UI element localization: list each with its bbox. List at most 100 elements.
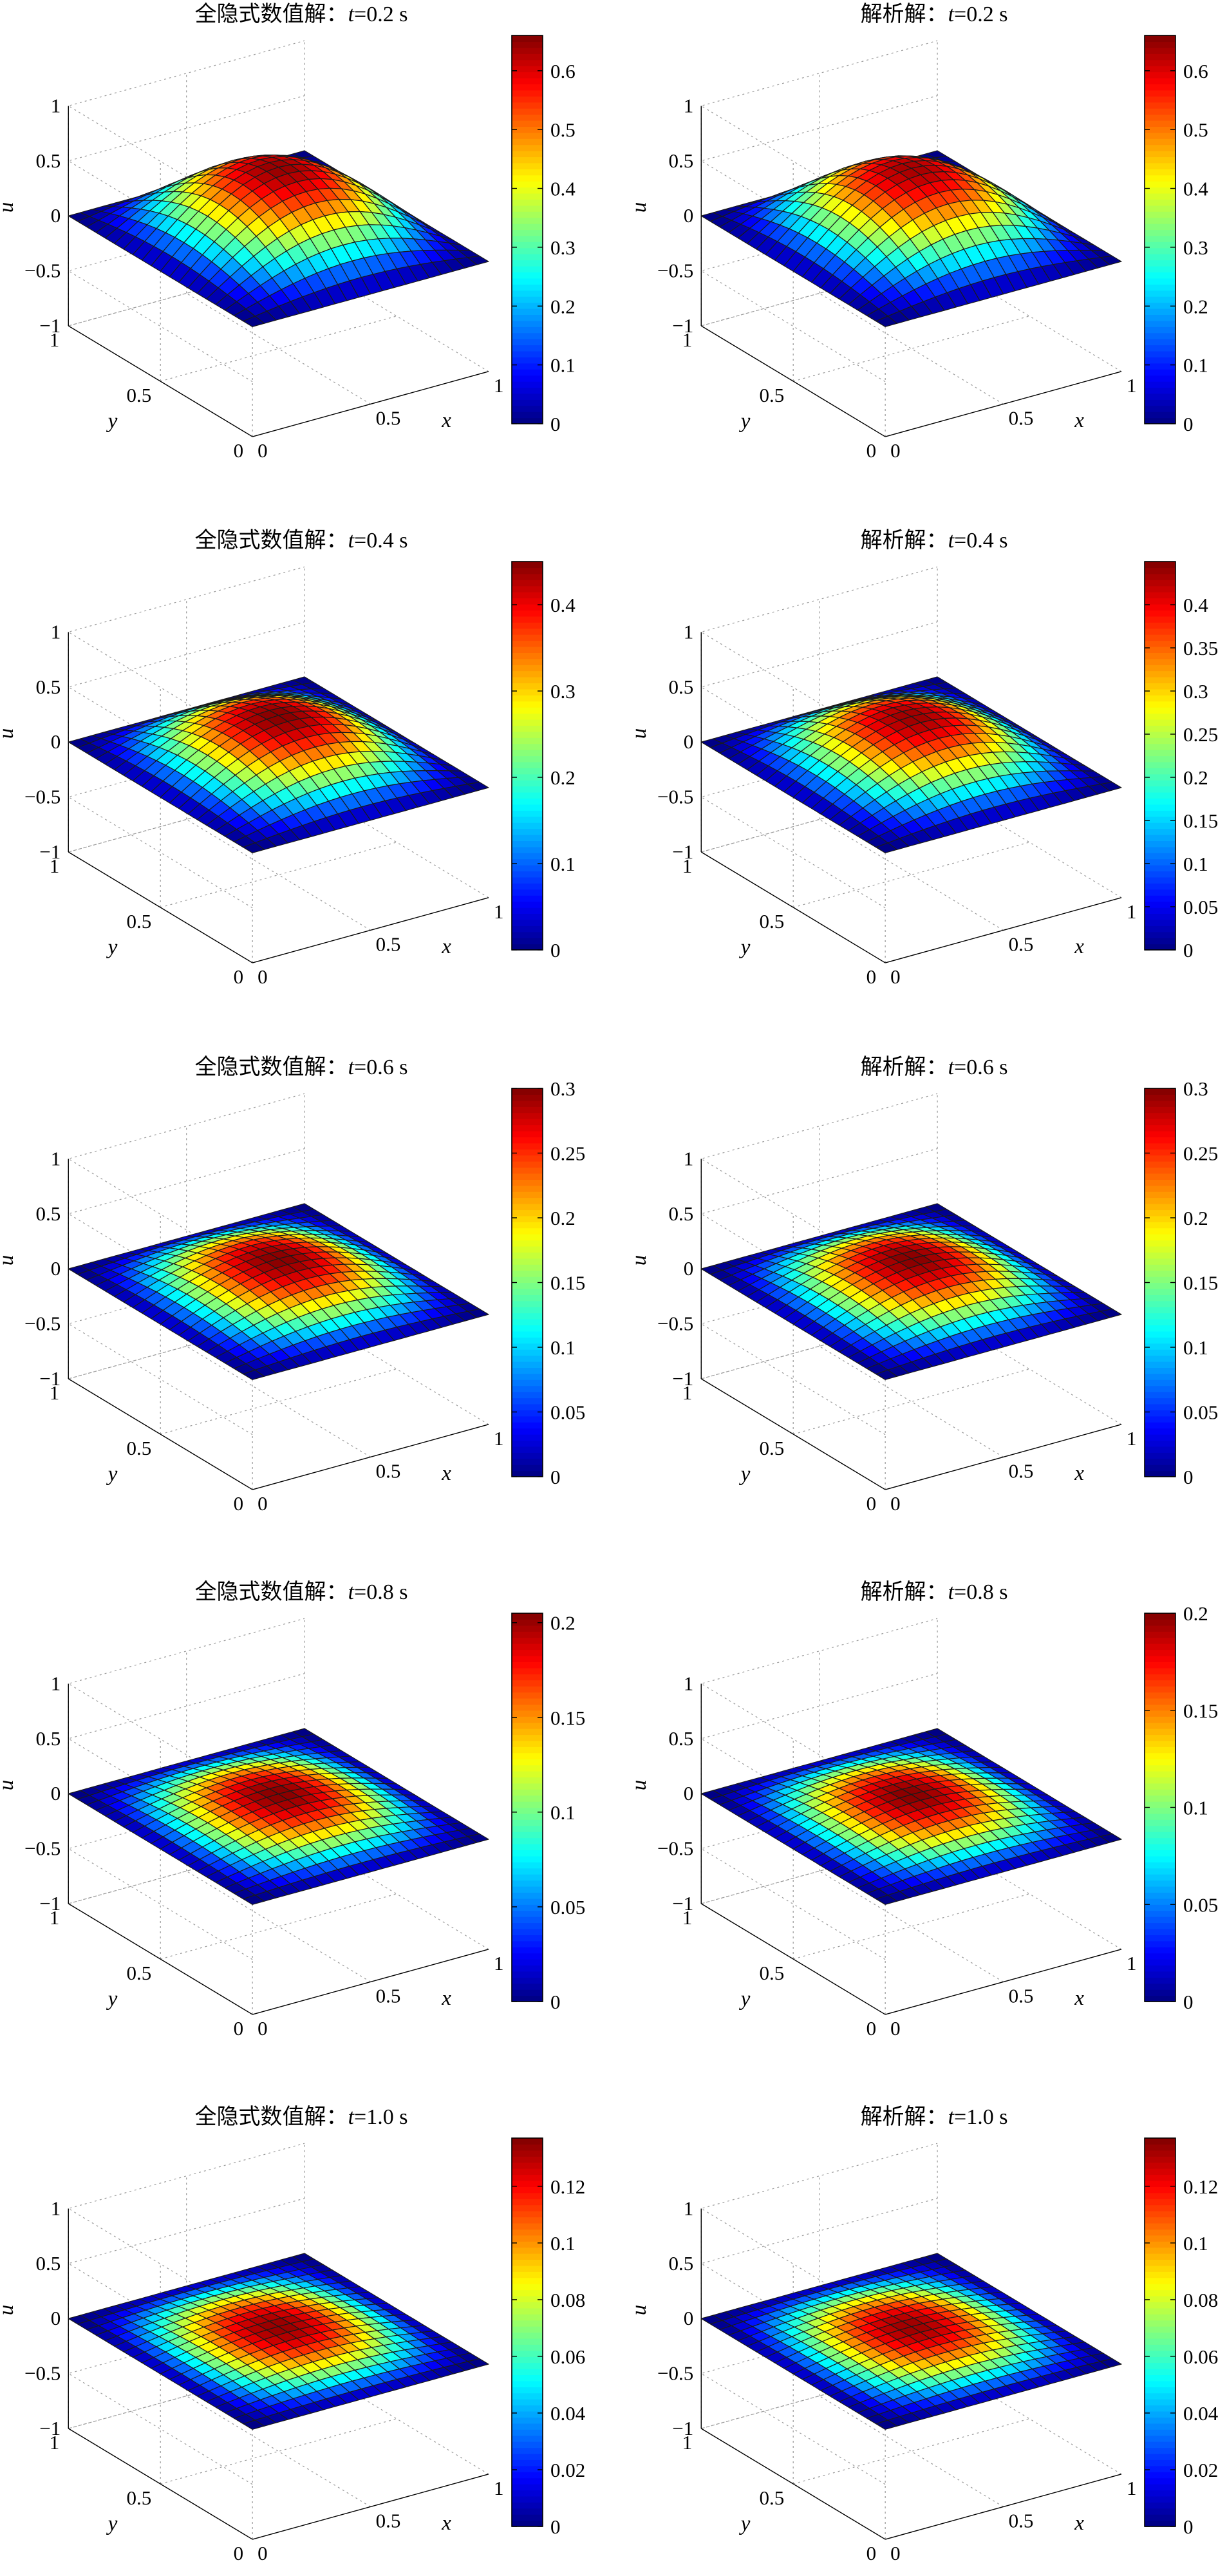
- colorbar-segment: [1145, 1680, 1175, 1687]
- colorbar-segment: [1145, 84, 1175, 91]
- x-axis-label: x: [441, 935, 451, 958]
- colorbar-tick-label: 0.15: [550, 1272, 585, 1294]
- colorbar-segment: [1145, 562, 1175, 569]
- colorbar-segment: [512, 211, 543, 218]
- title-suffix: =0.2 s: [354, 3, 407, 26]
- colorbar-segment: [512, 840, 543, 848]
- colorbar-segment: [1145, 1100, 1175, 1107]
- colorbar-segment: [1145, 350, 1175, 357]
- colorbar-segment: [1145, 713, 1175, 720]
- colorbar-segment: [512, 1428, 543, 1435]
- panel-title: 全隐式数值解：t=0.4 s: [195, 528, 408, 553]
- colorbar-segment: [1145, 1674, 1175, 1681]
- colorbar-segment: [1145, 925, 1175, 933]
- colorbar-segment: [512, 1112, 543, 1119]
- colorbar-segment: [512, 2459, 543, 2467]
- colorbar-segment: [512, 1142, 543, 1150]
- panel-title: 解析解：t=0.6 s: [861, 1055, 1008, 1079]
- z-tick-label: −0.5: [24, 2362, 61, 2385]
- colorbar-segment: [512, 2253, 543, 2260]
- colorbar-segment: [512, 871, 543, 878]
- colorbar-segment: [512, 314, 543, 321]
- colorbar-segment: [512, 308, 543, 315]
- colorbar-segment: [1145, 1752, 1175, 1759]
- colorbar-segment: [1145, 580, 1175, 587]
- z-tick-label: 0.5: [669, 1727, 694, 1750]
- surface-cell: [876, 842, 898, 853]
- colorbar-segment: [1145, 719, 1175, 726]
- colorbar-segment: [512, 853, 543, 860]
- colorbar-segment: [512, 846, 543, 853]
- colorbar-segment: [1145, 1716, 1175, 1723]
- colorbar-segment: [512, 151, 543, 158]
- z-tick-label: 1: [684, 1147, 694, 1170]
- y-axis-line: [700, 851, 886, 963]
- colorbar-segment: [1145, 1886, 1175, 1893]
- colorbar-segment: [512, 889, 543, 896]
- colorbar-segment: [512, 1227, 543, 1235]
- colorbar-segment: [1145, 1935, 1175, 1942]
- colorbar-tick-label: 0.15: [550, 1707, 585, 1729]
- colorbar-segment: [1145, 677, 1175, 684]
- colorbar-segment: [1145, 1662, 1175, 1669]
- colorbar-segment: [1145, 1422, 1175, 1429]
- colorbar-segment: [512, 205, 543, 212]
- x-axis-label: x: [441, 2512, 451, 2535]
- colorbar-segment: [512, 1935, 543, 1942]
- colorbar-segment: [512, 2235, 543, 2242]
- colorbar-segment: [512, 592, 543, 599]
- colorbar-tick-label: 0: [1183, 1991, 1194, 2013]
- colorbar-segment: [512, 327, 543, 334]
- colorbar-tick-label: 0: [550, 939, 561, 961]
- colorbar-segment: [1145, 278, 1175, 285]
- colorbar-segment: [1145, 707, 1175, 714]
- colorbar-segment: [512, 235, 543, 242]
- colorbar-segment: [1145, 199, 1175, 206]
- colorbar-segment: [512, 132, 543, 139]
- x-axis-label: x: [441, 1987, 451, 2010]
- colorbar-segment: [1145, 883, 1175, 890]
- colorbar-segment: [512, 2465, 543, 2472]
- colorbar-segment: [1145, 1361, 1175, 1368]
- colorbar-segment: [512, 2168, 543, 2175]
- colorbar-tick-label: 0.35: [1183, 637, 1218, 659]
- colorbar-segment: [512, 1686, 543, 1693]
- y-tick-label: 1: [682, 1381, 693, 1404]
- colorbar-segment: [512, 1655, 543, 1662]
- colorbar-segment: [512, 1349, 543, 1356]
- colorbar-segment: [1145, 931, 1175, 938]
- colorbar-tick-label: 0.4: [550, 178, 576, 200]
- colorbar-segment: [512, 2326, 543, 2333]
- colorbar-segment: [512, 138, 543, 146]
- colorbar-segment: [1145, 598, 1175, 605]
- colorbar-segment: [1145, 834, 1175, 841]
- colorbar-segment: [512, 828, 543, 835]
- colorbar-segment: [512, 1392, 543, 1399]
- surface-plot-panel: 全隐式数值解：t=0.6 s10.50−0.5−1u00.51x00.51y00…: [0, 1055, 585, 1515]
- colorbar-segment: [1145, 786, 1175, 793]
- colorbar-segment: [512, 96, 543, 103]
- colorbar-segment: [512, 2410, 543, 2418]
- colorbar-segment: [1145, 652, 1175, 659]
- x-tick-label: 0.5: [1009, 933, 1034, 955]
- colorbar-segment: [512, 2477, 543, 2485]
- colorbar-segment: [512, 1989, 543, 1996]
- colorbar-segment: [1145, 1325, 1175, 1332]
- colorbar-segment: [1145, 1637, 1175, 1644]
- colorbar-segment: [512, 768, 543, 775]
- grid-line: [160, 2418, 397, 2485]
- colorbar-segment: [512, 737, 543, 744]
- colorbar-segment: [1145, 1940, 1175, 1947]
- colorbar-segment: [512, 780, 543, 787]
- colorbar-segment: [1145, 1227, 1175, 1235]
- colorbar-segment: [1145, 47, 1175, 54]
- colorbar-segment: [1145, 688, 1175, 696]
- grid-line: [160, 1368, 397, 1435]
- surface-cell: [243, 842, 265, 853]
- y-tick-label: 0.5: [126, 2486, 151, 2509]
- title-variable: t: [348, 1056, 355, 1079]
- colorbar-segment: [1145, 1765, 1175, 1772]
- colorbar-segment: [1145, 1373, 1175, 1380]
- surface-plot-panel: 全隐式数值解：t=0.4 s10.50−0.5−1u00.51x00.51y00…: [0, 528, 576, 988]
